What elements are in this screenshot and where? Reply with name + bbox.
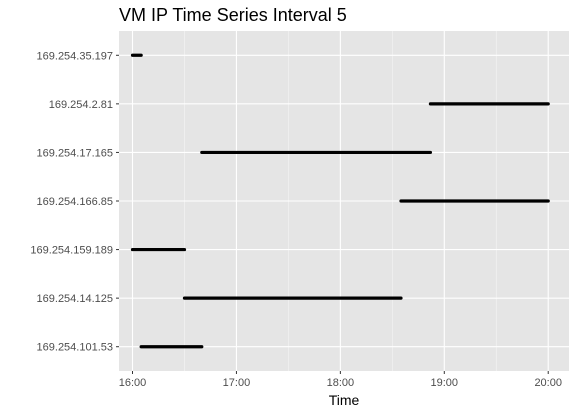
x-tick-label: 18:00 — [327, 377, 355, 389]
y-tick-label: 169.254.2.81 — [49, 99, 113, 111]
x-tick-label: 16:00 — [119, 377, 147, 389]
y-tick-label: 169.254.166.85 — [37, 196, 113, 208]
y-tick-label: 169.254.101.53 — [37, 342, 113, 354]
x-axis: 16:00 17:00 18:00 19:00 20:00 — [119, 371, 562, 389]
y-axis: 169.254.35.197 169.254.2.81 169.254.17.165… — [30, 50, 119, 354]
x-tick-label: 20:00 — [534, 377, 562, 389]
y-tick-label: 169.254.17.165 — [37, 147, 113, 159]
y-tick-label: 169.254.159.189 — [30, 245, 113, 257]
y-tick-label: 169.254.35.197 — [37, 50, 113, 62]
chart-title: VM IP Time Series Interval 5 — [119, 5, 347, 25]
x-tick-label: 19:00 — [431, 377, 459, 389]
y-tick-label: 169.254.14.125 — [37, 293, 113, 305]
x-axis-title: Time — [329, 392, 360, 408]
data-marks — [130, 53, 550, 349]
x-tick-label: 17:00 — [223, 377, 251, 389]
